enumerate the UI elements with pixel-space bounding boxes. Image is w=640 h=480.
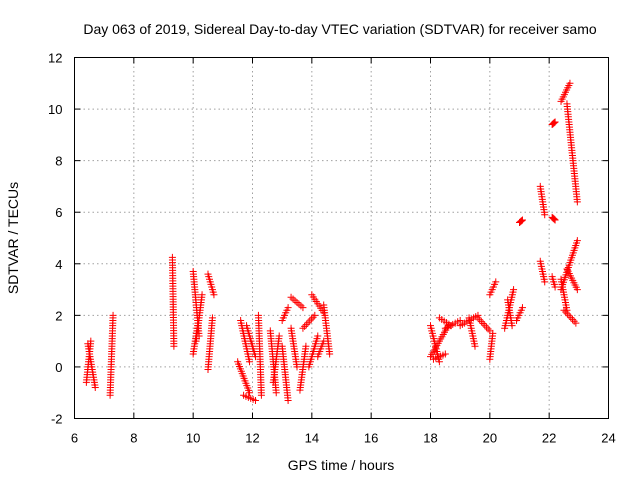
data-point — [307, 315, 315, 323]
x-tick-label: 12 — [245, 431, 259, 446]
x-tick-label: 18 — [423, 431, 437, 446]
data-point — [481, 321, 489, 329]
data-point — [477, 318, 485, 326]
data-point — [299, 304, 307, 312]
data-point — [482, 323, 490, 331]
x-tick-label: 14 — [305, 431, 319, 446]
x-tick-label: 22 — [542, 431, 556, 446]
data-point — [573, 237, 581, 245]
data-point — [518, 304, 526, 312]
data-points — [82, 79, 581, 404]
data-point — [492, 278, 500, 286]
chart-title: Day 063 of 2019, Sidereal Day-to-day VTE… — [83, 21, 596, 37]
x-tick-label: 6 — [71, 431, 78, 446]
data-point — [510, 286, 518, 294]
data-point — [246, 389, 254, 397]
data-point — [550, 215, 558, 223]
data-point — [284, 396, 292, 404]
y-axis-label: SDTVAR / TECUs — [5, 182, 21, 294]
data-point — [301, 322, 309, 330]
data-point — [541, 278, 549, 286]
data-point — [568, 315, 576, 323]
data-point — [567, 314, 575, 322]
x-tick-label: 10 — [186, 431, 200, 446]
data-point — [257, 391, 265, 399]
data-point — [302, 342, 310, 350]
data-point — [251, 396, 259, 404]
x-tick-label: 20 — [483, 431, 497, 446]
data-point — [550, 119, 558, 127]
data-point — [518, 217, 526, 225]
data-point — [284, 304, 292, 312]
x-tick-label: 16 — [364, 431, 378, 446]
data-point — [566, 79, 574, 87]
data-point — [570, 317, 578, 325]
y-tick-label: 10 — [48, 102, 62, 117]
data-point — [573, 198, 581, 206]
grid — [74, 57, 609, 419]
data-point — [550, 119, 558, 127]
x-axis-label: GPS time / hours — [288, 457, 395, 473]
data-point — [309, 313, 317, 321]
y-axis: -2 0 2 4 6 8 10 12 — [48, 51, 609, 427]
data-point — [518, 216, 526, 224]
data-point — [447, 322, 455, 330]
data-point — [563, 306, 571, 314]
data-point — [479, 319, 487, 327]
data-point — [304, 319, 312, 327]
data-point — [302, 321, 310, 329]
data-point — [435, 358, 443, 366]
data-point — [198, 291, 206, 299]
data-point — [109, 311, 117, 319]
data-point — [194, 322, 202, 330]
y-tick-label: -2 — [51, 412, 63, 427]
data-point — [314, 332, 322, 340]
data-point — [484, 325, 492, 333]
data-point — [311, 311, 319, 319]
data-point — [275, 332, 283, 340]
data-point — [517, 217, 525, 225]
y-tick-label: 12 — [48, 51, 62, 66]
data-point — [508, 322, 516, 330]
data-point — [91, 384, 99, 392]
x-axis: 6 8 10 12 14 16 18 20 22 24 — [71, 57, 616, 446]
data-point — [208, 314, 216, 322]
y-tick-label: 8 — [55, 154, 62, 169]
data-point — [246, 358, 254, 366]
data-point — [541, 211, 549, 219]
plot-frame — [74, 57, 609, 419]
data-point — [326, 350, 334, 358]
y-tick-label: 6 — [55, 205, 62, 220]
data-point — [170, 342, 178, 350]
data-point — [471, 342, 479, 350]
x-tick-label: 24 — [601, 431, 615, 446]
data-point — [550, 215, 558, 223]
y-tick-label: 0 — [55, 360, 62, 375]
data-point — [441, 350, 449, 358]
data-point — [573, 286, 581, 294]
x-tick-label: 8 — [130, 431, 137, 446]
data-point — [476, 316, 484, 324]
data-point — [272, 389, 280, 397]
data-point — [572, 319, 580, 327]
data-point — [293, 363, 301, 371]
data-point — [551, 118, 559, 126]
y-tick-label: 4 — [55, 257, 62, 272]
data-point — [299, 324, 307, 332]
y-tick-label: 2 — [55, 308, 62, 323]
data-point — [562, 308, 570, 316]
data-point — [551, 216, 559, 224]
data-point — [489, 329, 497, 337]
data-point — [210, 291, 218, 299]
data-point — [551, 283, 559, 291]
